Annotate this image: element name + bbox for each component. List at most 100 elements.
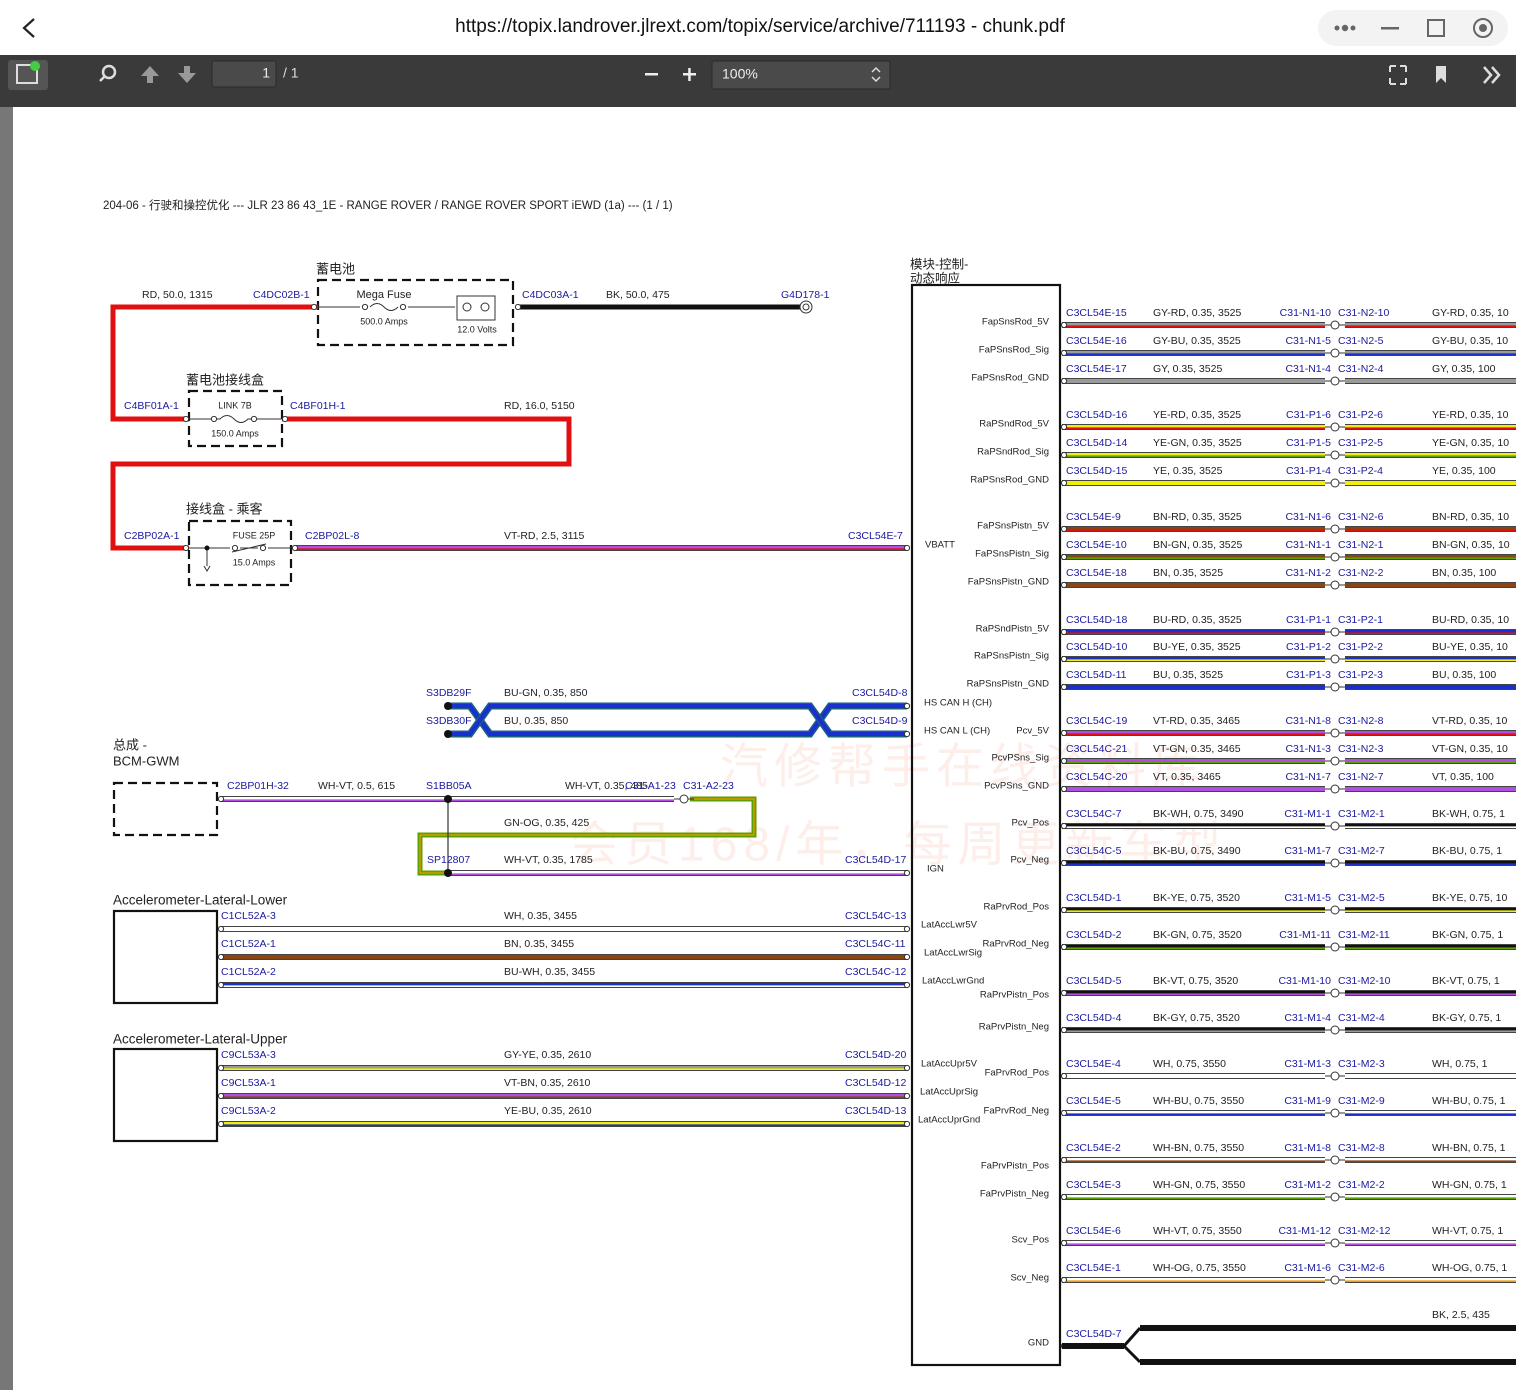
connector-label: C31-N1-6	[1285, 511, 1331, 523]
pin	[1061, 1073, 1066, 1078]
wire-spec: VT-GN, 0.35, 10	[1432, 743, 1508, 755]
wire-spec: WH-VT, 0.5, 615	[318, 780, 395, 792]
wire-spec: WH, 0.75, 1	[1432, 1058, 1488, 1070]
pin	[232, 545, 237, 550]
pin	[904, 926, 909, 931]
connector-label: C3CL54C-13	[845, 910, 906, 922]
connector-label: C31-M2-2	[1338, 1179, 1385, 1191]
connector-label: C31-N2-3	[1338, 743, 1384, 755]
connector-label: C2BP02A-1	[124, 530, 180, 542]
pin	[1061, 1194, 1066, 1199]
pin-name: FapSnsRod_5V	[982, 317, 1050, 328]
pin-name: Pcv_5V	[1016, 726, 1049, 737]
pin	[1061, 990, 1066, 995]
connector-label: C3CL54D-5	[1066, 975, 1122, 987]
pin-name: RaPrvPistn_Pos	[980, 990, 1049, 1001]
connector-label: C31-P1-3	[1286, 669, 1331, 681]
pin	[1061, 758, 1066, 763]
inline-connector	[1331, 1239, 1339, 1247]
pin	[1061, 1240, 1066, 1245]
wire-spec: YE-BU, 0.35, 2610	[504, 1105, 592, 1117]
wire-spec: YE, 0.35, 100	[1432, 465, 1496, 477]
pin-name: VBATT	[925, 540, 955, 551]
connector-label: C31-N1-1	[1285, 539, 1331, 551]
pin	[1061, 1277, 1066, 1282]
connector-label: C9CL53A-2	[221, 1105, 276, 1117]
pin	[218, 926, 223, 931]
connector-label: C31-N2-1	[1338, 539, 1384, 551]
page-number[interactable]: 1	[262, 65, 270, 81]
wire-spec: VT-BN, 0.35, 2610	[504, 1077, 591, 1089]
wire-spec: WH-GN, 0.75, 3550	[1153, 1179, 1245, 1191]
connector-label: C31-M2-8	[1338, 1142, 1385, 1154]
connector-label: C31-M1-10	[1278, 975, 1331, 987]
connector-label: C3CL54E-3	[1066, 1179, 1121, 1191]
wire-spec: BK-GN, 0.75, 3520	[1153, 929, 1242, 941]
connector-label: C3CL54D-9	[852, 715, 908, 727]
inline-connector	[1331, 1026, 1339, 1034]
connector-label: C1CL52A-3	[221, 910, 276, 922]
wire-spec: GY, 0.35, 100	[1432, 363, 1496, 375]
pin-name: RaPSnsPistn_Sig	[974, 651, 1049, 662]
connector-label: C31-N2-4	[1338, 363, 1384, 375]
wire-spec: BK-BU, 0.75, 3490	[1153, 845, 1241, 857]
pin	[218, 982, 223, 987]
connector-label: C9CL53A-1	[221, 1077, 276, 1089]
pin	[1061, 378, 1066, 383]
connector-label: C31-M1-3	[1284, 1058, 1331, 1070]
zoom-value[interactable]: 100%	[722, 66, 758, 82]
connector-label: C3CL54D-4	[1066, 1012, 1122, 1024]
connector-label: C31-N2-8	[1338, 715, 1384, 727]
connector-label: C3CL54C-11	[845, 938, 906, 950]
connector-label: C31-P1-2	[1286, 641, 1331, 653]
connector-label: C31-M1-8	[1284, 1142, 1331, 1154]
inline-connector	[1331, 321, 1339, 329]
pin	[1061, 860, 1066, 865]
pin-name: FaPSnsRod_GND	[971, 373, 1049, 384]
connector-label: C31-M1-5	[1284, 892, 1331, 904]
inline-connector	[1331, 479, 1339, 487]
connector-label: C3CL54D-15	[1066, 465, 1127, 477]
component-label: 总成 -	[113, 737, 147, 752]
wire-spec: BU-WH, 0.35, 3455	[504, 966, 595, 978]
connector-label: C31-P2-3	[1338, 669, 1383, 681]
zoom-out-button[interactable]	[645, 73, 658, 76]
wire-spec: WH, 0.35, 3455	[504, 910, 577, 922]
pin	[218, 954, 223, 959]
inline-connector	[1331, 349, 1339, 357]
pin-name: PcvPSns_GND	[984, 781, 1049, 792]
connector-label: C31-M1-11	[1279, 929, 1331, 941]
pin	[904, 954, 909, 959]
inline-connector	[1331, 451, 1339, 459]
wire-spec: BK, 2.5, 435	[1432, 1309, 1490, 1321]
pin-name: HS CAN H (CH)	[924, 698, 992, 709]
inline-connector	[1331, 628, 1339, 636]
inline-connector	[1331, 1276, 1339, 1284]
connector-label: C31-P1-4	[1286, 465, 1331, 477]
connector-label: C3CL54C-5	[1066, 845, 1122, 857]
component-label: 蓄电池	[316, 261, 355, 276]
pin-name: RaPSndRod_Sig	[977, 447, 1049, 458]
fuse-label: Mega Fuse	[356, 289, 411, 301]
connector-label: C1CL52A-1	[221, 938, 276, 950]
inline-connector	[1331, 906, 1339, 914]
connector-label: C31-P1-5	[1286, 437, 1331, 449]
link-label: LINK 7B	[218, 400, 252, 410]
connector-label: C3CL54E-7	[848, 530, 903, 542]
connector-label: C31-P1-1	[1286, 614, 1331, 626]
pin	[1061, 582, 1066, 587]
pin-name: Scv_Neg	[1010, 1273, 1049, 1284]
more-button[interactable]	[1335, 25, 1356, 31]
inline-connector	[1331, 943, 1339, 951]
wire-spec: GY-BU, 0.35, 3525	[1153, 335, 1241, 347]
inline-connector	[1331, 1109, 1339, 1117]
module-title: 动态响应	[910, 270, 960, 285]
connector-label: C4BF01A-1	[124, 400, 179, 412]
pin	[1061, 424, 1066, 429]
pin-name: RaPSnsPistn_GND	[967, 679, 1050, 690]
connector-label: C31-A1-23	[625, 780, 676, 792]
pin	[904, 982, 909, 987]
pin	[1061, 823, 1066, 828]
inline-connector	[1331, 683, 1339, 691]
minimize-button[interactable]	[1381, 27, 1399, 30]
